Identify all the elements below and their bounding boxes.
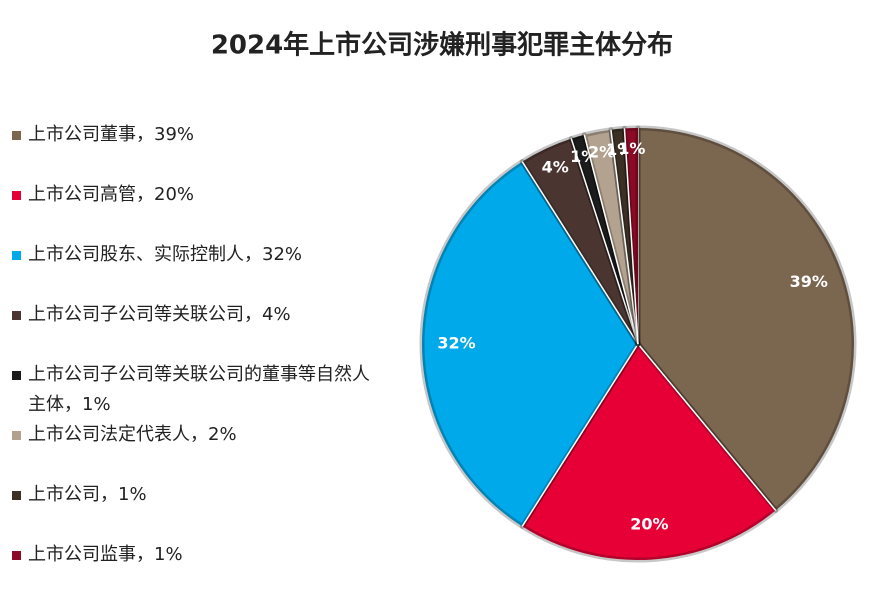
data-label: 32% [437,334,475,353]
legend-item: 上市公司监事，1% [12,540,380,570]
legend-swatch [12,551,21,560]
legend-item: 上市公司法定代表人，2% [12,420,380,450]
legend-label: 上市公司监事，1% [28,544,183,565]
data-label: 4% [542,158,569,177]
data-label: 1% [618,139,645,158]
pie-slice [635,125,857,513]
legend-item: 上市公司股东、实际控制人，32% [12,240,380,270]
chart-title: 2024年上市公司涉嫌刑事犯罪主体分布 [211,30,673,61]
data-label: 20% [630,515,668,534]
legend-label: 上市公司子公司等关联公司的董事等自然人主体，1% [28,364,370,415]
slice-separator [570,138,639,345]
slice-separator [637,343,777,511]
legend-swatch [12,371,21,380]
legend-swatch [12,311,21,320]
legend-swatch [12,191,21,200]
pie-slice [519,341,779,563]
legend-label: 上市公司股东、实际控制人，32% [28,244,303,265]
legend-item: 上市公司，1% [12,480,380,510]
pie-slice [419,159,641,529]
legend-swatch [12,491,21,500]
slice-separator [623,128,639,345]
legend-label: 上市公司法定代表人，2% [28,424,237,445]
legend-label: 上市公司，1% [28,484,147,505]
slice-separator [610,129,639,345]
legend-swatch [12,251,21,260]
legend-item: 上市公司子公司等关联公司，4% [12,300,380,330]
legend-swatch [12,431,21,440]
legend-label: 上市公司高管，20% [28,184,195,205]
legend-item: 上市公司高管，20% [12,180,380,210]
legend-item: 上市公司董事，39% [12,120,380,150]
data-label: 2% [588,143,615,162]
slice-separator [521,343,639,527]
slice-separator [521,161,639,345]
legend-label: 上市公司董事，39% [28,124,195,145]
legend-swatch [12,131,21,140]
data-label: 39% [790,272,828,291]
legend-item: 上市公司子公司等关联公司的董事等自然人主体，1% [12,360,380,420]
legend-label: 上市公司子公司等关联公司，4% [28,304,291,325]
slice-separator [583,134,639,345]
